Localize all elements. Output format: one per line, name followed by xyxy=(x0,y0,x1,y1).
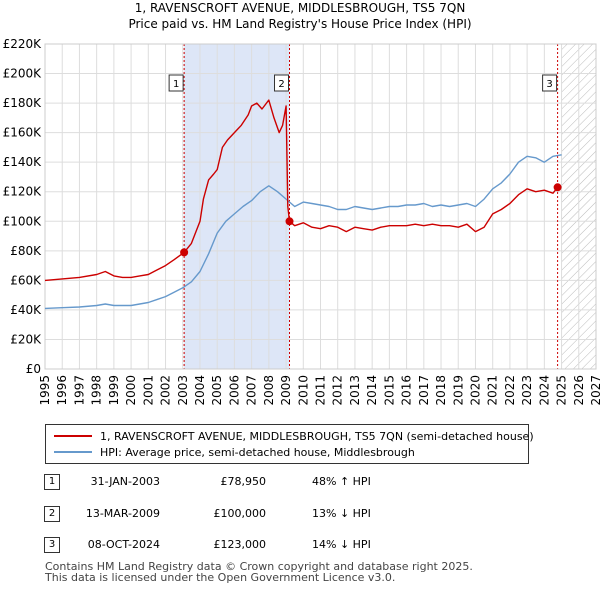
x-tick-label: 2019 xyxy=(451,375,465,406)
sale-price: £100,000 xyxy=(213,507,267,520)
x-tick-label: 2013 xyxy=(348,375,362,406)
sale-row-1: 1 31-JAN-2003 £78,950 48% ↑ HPI xyxy=(0,474,600,494)
legend-hpi-label: HPI: Average price, semi-detached house,… xyxy=(100,445,415,459)
x-tick-label: 2007 xyxy=(245,375,259,406)
sale-label-box xyxy=(542,74,558,92)
y-tick-label: £200K xyxy=(3,67,43,81)
sale-label-number: 3 xyxy=(546,79,552,90)
y-tick-label: £180K xyxy=(3,96,43,110)
y-tick-label: £20K xyxy=(10,332,42,346)
y-tick-label: £0 xyxy=(26,362,41,376)
x-tick-label: 2016 xyxy=(400,375,414,406)
x-tick-label: 2020 xyxy=(468,375,482,406)
sale-label-number: 1 xyxy=(173,79,179,90)
sale-point xyxy=(553,183,562,192)
sale-row-2: 2 13-MAR-2009 £100,000 13% ↓ HPI xyxy=(0,506,600,526)
x-tick-label: 2006 xyxy=(227,375,241,406)
x-tick-label: 1997 xyxy=(72,375,86,406)
legend-item-hpi: HPI: Average price, semi-detached house,… xyxy=(54,444,415,460)
y-tick-label: £40K xyxy=(10,303,42,317)
chart-subtitle: Price paid vs. HM Land Registry's House … xyxy=(128,17,472,31)
footer-copyright: Contains HM Land Registry data © Crown c… xyxy=(45,560,473,573)
x-tick-label: 2012 xyxy=(331,375,345,406)
x-tick-label: 2021 xyxy=(486,375,500,406)
y-tick-label: £80K xyxy=(10,244,42,258)
sale-price: £78,950 xyxy=(220,475,267,488)
x-tick-label: 2022 xyxy=(503,375,517,406)
sale-hpi-diff: 14% ↓ HPI xyxy=(312,538,371,551)
sale-date: 13-MAR-2009 xyxy=(85,507,160,520)
legend: 1, RAVENSCROFT AVENUE, MIDDLESBROUGH, TS… xyxy=(45,424,534,464)
y-tick-label: £140K xyxy=(3,155,43,169)
sale-date: 08-OCT-2024 xyxy=(87,538,160,551)
plot-frame xyxy=(44,43,597,370)
legend-item-price: 1, RAVENSCROFT AVENUE, MIDDLESBROUGH, TS… xyxy=(54,428,534,444)
x-tick-label: 2010 xyxy=(296,375,310,406)
x-tick-label: 2002 xyxy=(159,375,173,406)
sale-point xyxy=(180,248,189,257)
sale-hpi-diff: 13% ↓ HPI xyxy=(312,507,371,520)
x-tick-label: 2005 xyxy=(210,375,224,406)
y-tick-label: £120K xyxy=(3,185,43,199)
x-tick-label: 2003 xyxy=(176,375,190,406)
x-tick-label: 1998 xyxy=(90,375,104,406)
x-tick-label: 2027 xyxy=(589,375,600,406)
price-paid-line xyxy=(44,99,559,282)
sale-label-box xyxy=(168,74,184,92)
chart-title: 1, RAVENSCROFT AVENUE, MIDDLESBROUGH, TS… xyxy=(134,1,466,15)
y-tick-label: £60K xyxy=(10,273,42,287)
sale-hpi-diff: 48% ↑ HPI xyxy=(312,475,371,488)
x-tick-label: 1995 xyxy=(38,375,52,406)
sale-marker-badge: 3 xyxy=(44,537,60,553)
x-tick-label: 2025 xyxy=(555,375,569,406)
sale-label-box xyxy=(274,74,290,92)
x-tick-label: 2008 xyxy=(262,375,276,406)
sale-row-3: 3 08-OCT-2024 £123,000 14% ↓ HPI xyxy=(0,537,600,557)
x-tick-label: 2015 xyxy=(382,375,396,406)
y-tick-label: £220K xyxy=(3,37,43,51)
x-tick-label: 2009 xyxy=(279,375,293,406)
x-tick-label: 2018 xyxy=(434,375,448,406)
legend-price-swatch xyxy=(54,435,92,437)
x-tick-label: 2000 xyxy=(124,375,138,406)
x-tick-label: 2026 xyxy=(572,375,586,406)
y-tick-label: £160K xyxy=(3,126,43,140)
sale-price: £123,000 xyxy=(213,538,267,551)
x-tick-label: 2011 xyxy=(314,375,328,406)
x-tick-label: 1996 xyxy=(55,375,69,406)
price-chart: £0 £20K £40K £60K £80K £100K £120K £140K £160K £1… xyxy=(3,37,600,406)
sale-marker-badge: 2 xyxy=(44,506,60,522)
y-tick-label: £100K xyxy=(3,214,43,228)
sale-marker-badge: 1 xyxy=(44,474,60,490)
x-tick-label: 2001 xyxy=(141,375,155,406)
footer-license: This data is licensed under the Open Gov… xyxy=(45,571,396,584)
hpi-line xyxy=(44,154,562,310)
x-tick-label: 2004 xyxy=(193,375,207,406)
legend-price-label: 1, RAVENSCROFT AVENUE, MIDDLESBROUGH, TS… xyxy=(100,429,534,443)
legend-hpi-swatch xyxy=(54,451,92,453)
sale-point xyxy=(285,217,294,226)
x-tick-label: 2023 xyxy=(520,375,534,406)
x-tick-label: 1999 xyxy=(107,375,121,406)
sale-date: 31-JAN-2003 xyxy=(90,475,160,488)
x-tick-label: 2024 xyxy=(537,375,551,406)
x-tick-label: 2014 xyxy=(365,375,379,406)
sale-label-number: 2 xyxy=(278,79,284,90)
x-tick-label: 2017 xyxy=(417,375,431,406)
